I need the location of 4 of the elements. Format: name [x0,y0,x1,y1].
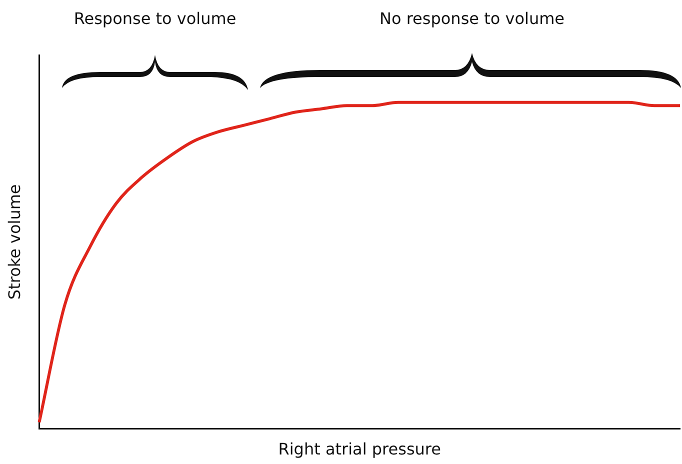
y-axis-title: Stroke volume [4,184,24,300]
text: No response to volume [379,9,565,28]
x-axis-title: Right atrial pressure [278,440,441,459]
text: Response to volume [74,9,236,28]
